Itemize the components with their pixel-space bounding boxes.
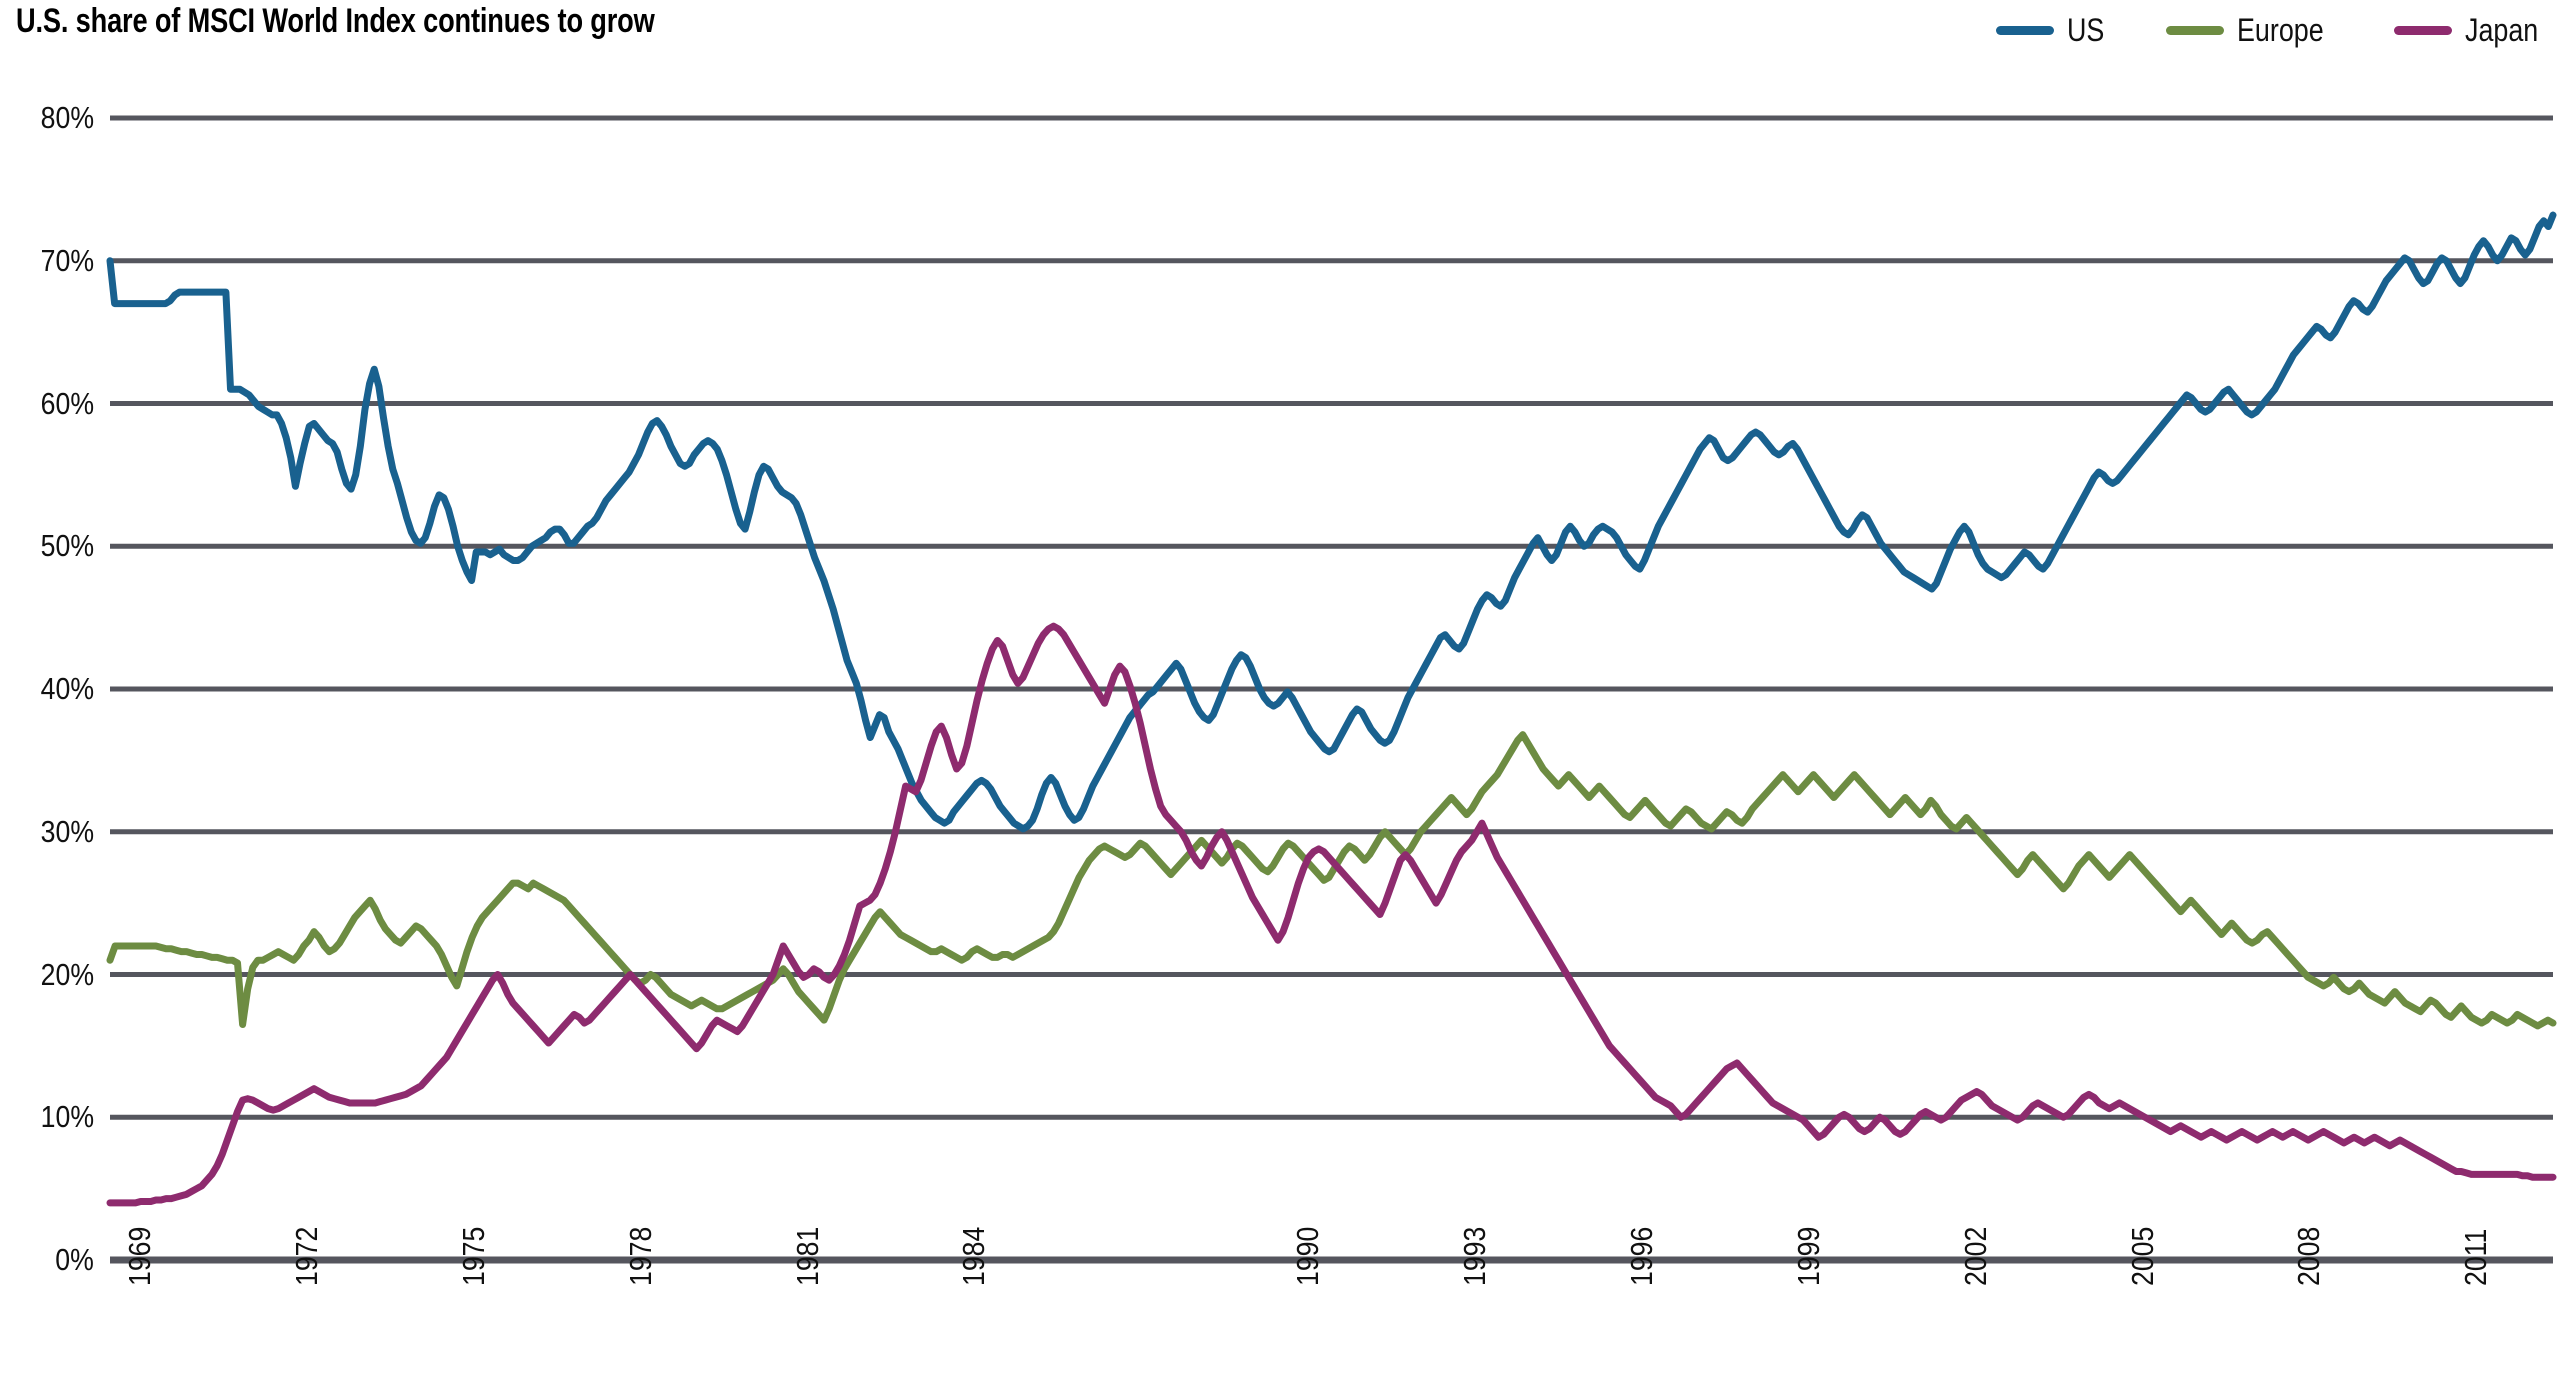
- legend-item-europe[interactable]: Europe: [2165, 12, 2340, 48]
- x-tick-label: 1996: [1623, 1226, 1659, 1286]
- x-tick-label: 1972: [288, 1226, 324, 1286]
- y-tick-label: 50%: [40, 528, 94, 564]
- x-tick-label: 1999: [1790, 1226, 1826, 1286]
- x-tick-label: 1978: [622, 1226, 658, 1286]
- legend-label-us: US: [2067, 12, 2105, 48]
- chart-legend: US Europe Japan: [1996, 14, 2552, 46]
- y-tick-label: 30%: [40, 813, 94, 849]
- legend-label-japan: Japan: [2464, 12, 2539, 48]
- x-tick-label: 2002: [1957, 1226, 1993, 1286]
- series-line-japan: [106, 622, 2557, 1207]
- y-tick-label: 40%: [40, 671, 94, 706]
- legend-swatch-europe: [2165, 25, 2224, 35]
- legend-swatch-us: [1996, 25, 2055, 35]
- x-tick-label: 1984: [956, 1226, 992, 1286]
- x-tick-label: 1975: [455, 1226, 491, 1286]
- chart-header: U.S. share of MSCI World Index continues…: [0, 0, 2560, 62]
- y-tick-label: 0%: [55, 1242, 94, 1277]
- y-tick-label: 70%: [40, 242, 94, 278]
- y-axis-labels: 0% 10% 20% 30% 40% 50% 60% 70% 80%: [0, 0, 108, 1400]
- x-tick-label: 2011: [2458, 1228, 2494, 1286]
- series-line-europe: [106, 731, 2557, 1030]
- x-tick-label: 1969: [122, 1226, 157, 1286]
- y-tick-label: 80%: [40, 100, 94, 135]
- y-tick-label: 10%: [40, 1099, 94, 1135]
- x-tick-label: 2005: [2124, 1226, 2160, 1286]
- legend-swatch-japan: [2393, 25, 2452, 35]
- x-tick-label: 1981: [789, 1226, 825, 1286]
- x-tick-label: 2008: [2291, 1226, 2327, 1286]
- gridlines: [110, 115, 2553, 1264]
- legend-item-japan[interactable]: Japan: [2393, 12, 2552, 48]
- legend-item-us[interactable]: US: [1996, 14, 2111, 46]
- series-line-us: [106, 211, 2557, 833]
- series-lines: [106, 211, 2557, 1207]
- x-tick-label: 1990: [1290, 1226, 1326, 1286]
- y-tick-label: 60%: [40, 385, 94, 421]
- x-tick-label: 1993: [1457, 1226, 1493, 1286]
- y-tick-label: 20%: [40, 956, 94, 992]
- page-title: U.S. share of MSCI World Index continues…: [16, 2, 655, 40]
- legend-label-europe: Europe: [2236, 12, 2324, 48]
